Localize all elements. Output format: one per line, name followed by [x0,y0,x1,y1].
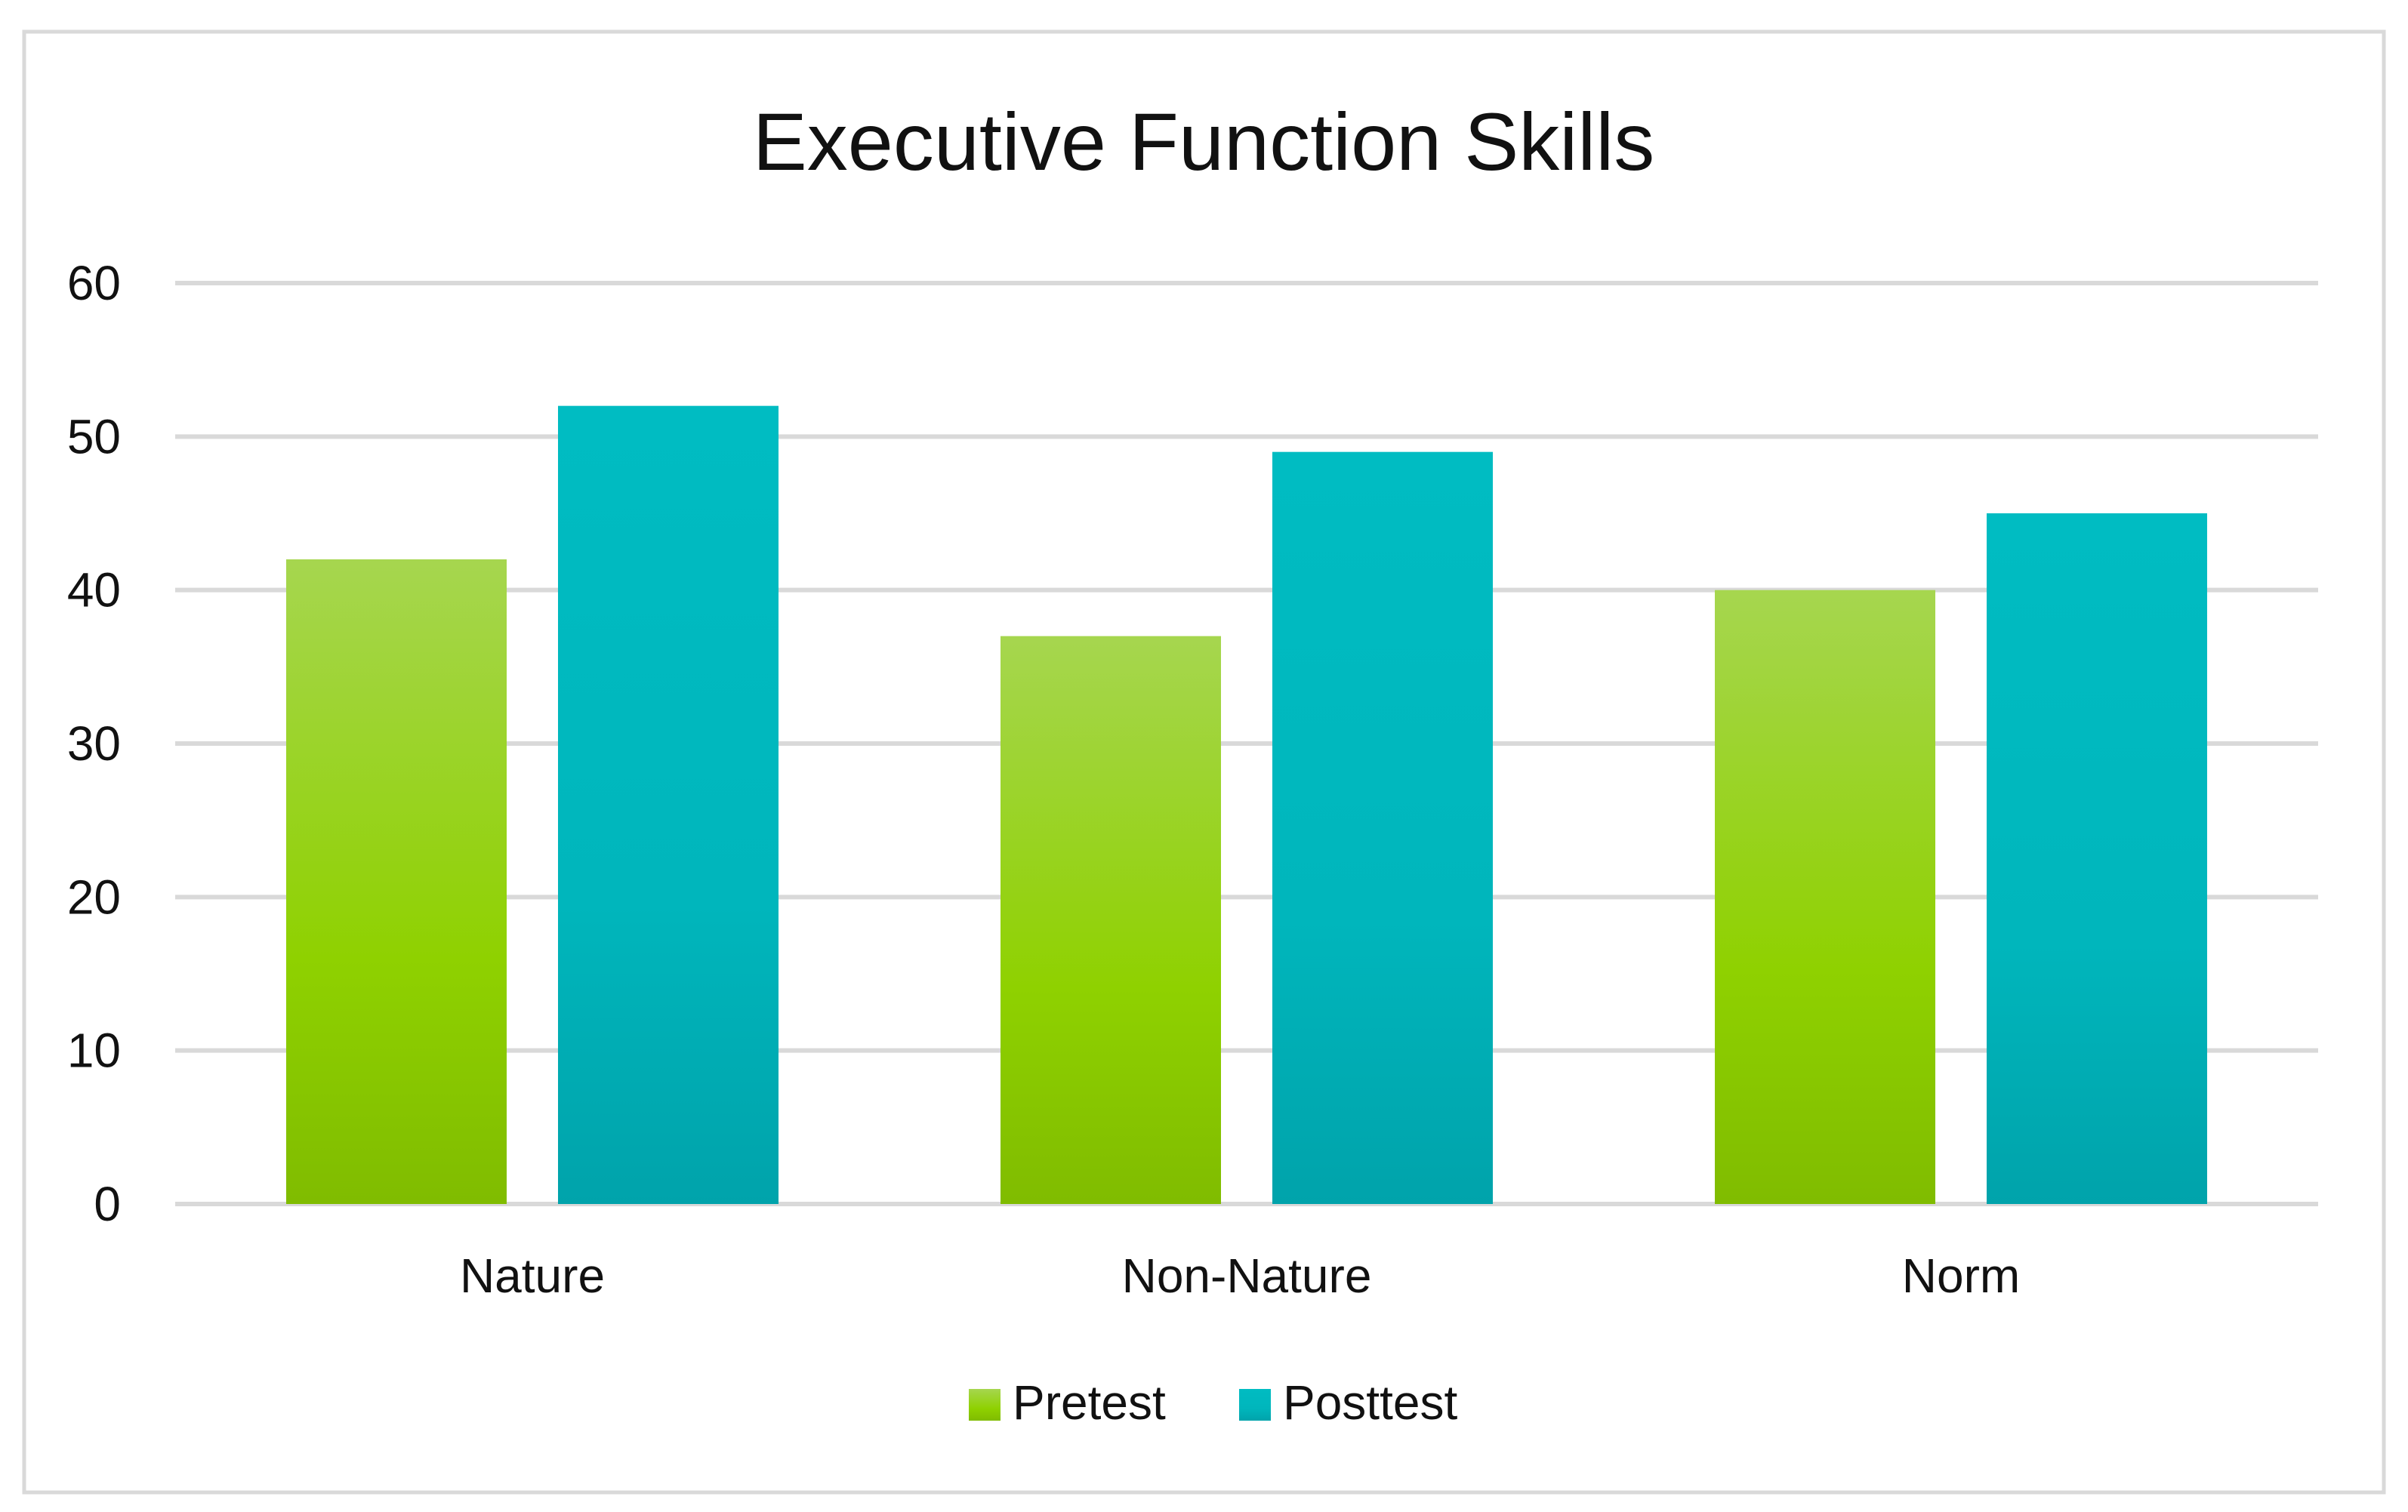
bar-posttest-norm [1987,513,2207,1204]
y-tick-label: 40 [67,563,121,617]
y-tick-label: 30 [67,716,121,771]
bar-pretest-norm [1715,590,1935,1204]
x-tick-label: Nature [460,1249,605,1303]
y-tick-label: 60 [67,256,121,310]
gridlines [175,281,2318,1206]
legend: Pretest Posttest [969,1375,1457,1430]
legend-label-pretest: Pretest [1013,1375,1166,1430]
legend-swatch-pretest [969,1389,1001,1421]
y-axis-ticks: 0 10 20 30 40 50 60 [67,256,121,1231]
legend-swatch-posttest [1239,1389,1271,1421]
bars [286,405,2207,1204]
x-tick-label: Non-Nature [1122,1249,1372,1303]
y-tick-label: 0 [94,1177,121,1231]
y-tick-label: 10 [67,1024,121,1078]
bar-posttest-non-nature [1272,451,1493,1204]
bar-posttest-nature [558,405,779,1204]
y-tick-label: 50 [67,409,121,463]
bar-pretest-non-nature [1001,636,1221,1204]
legend-label-posttest: Posttest [1283,1375,1457,1430]
y-tick-label: 20 [67,870,121,924]
x-tick-label: Norm [1902,1249,2020,1303]
bar-pretest-nature [286,559,507,1204]
chart-title: Executive Function Skills [753,96,1655,187]
x-axis-ticks: Nature Non-Nature Norm [460,1249,2020,1303]
